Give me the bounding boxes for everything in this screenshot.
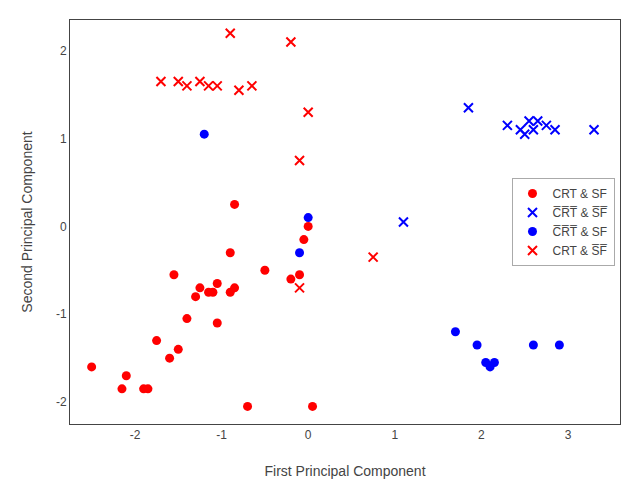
svg-text:1: 1 bbox=[391, 428, 398, 442]
svg-text:CRT & S̅F̅: CRT & S̅F̅ bbox=[553, 244, 608, 258]
svg-text:C̅R̅T̅ & SF: C̅R̅T̅ & SF bbox=[553, 225, 608, 239]
svg-text:-1: -1 bbox=[216, 428, 227, 442]
svg-text:2: 2 bbox=[60, 44, 67, 58]
svg-text:C̅R̅T̅ & S̅F̅: C̅R̅T̅ & S̅F̅ bbox=[553, 206, 608, 220]
svg-text:-1: -1 bbox=[56, 307, 67, 321]
svg-text:-2: -2 bbox=[56, 395, 67, 409]
svg-text:1: 1 bbox=[60, 132, 67, 146]
svg-text:First Principal Component: First Principal Component bbox=[264, 463, 425, 479]
svg-text:0: 0 bbox=[305, 428, 312, 442]
svg-text:3: 3 bbox=[565, 428, 572, 442]
svg-text:Second Principal Component: Second Principal Component bbox=[19, 131, 35, 312]
svg-text:CRT & SF: CRT & SF bbox=[553, 187, 607, 201]
svg-text:2: 2 bbox=[478, 428, 485, 442]
svg-text:0: 0 bbox=[60, 220, 67, 234]
svg-text:-2: -2 bbox=[130, 428, 141, 442]
